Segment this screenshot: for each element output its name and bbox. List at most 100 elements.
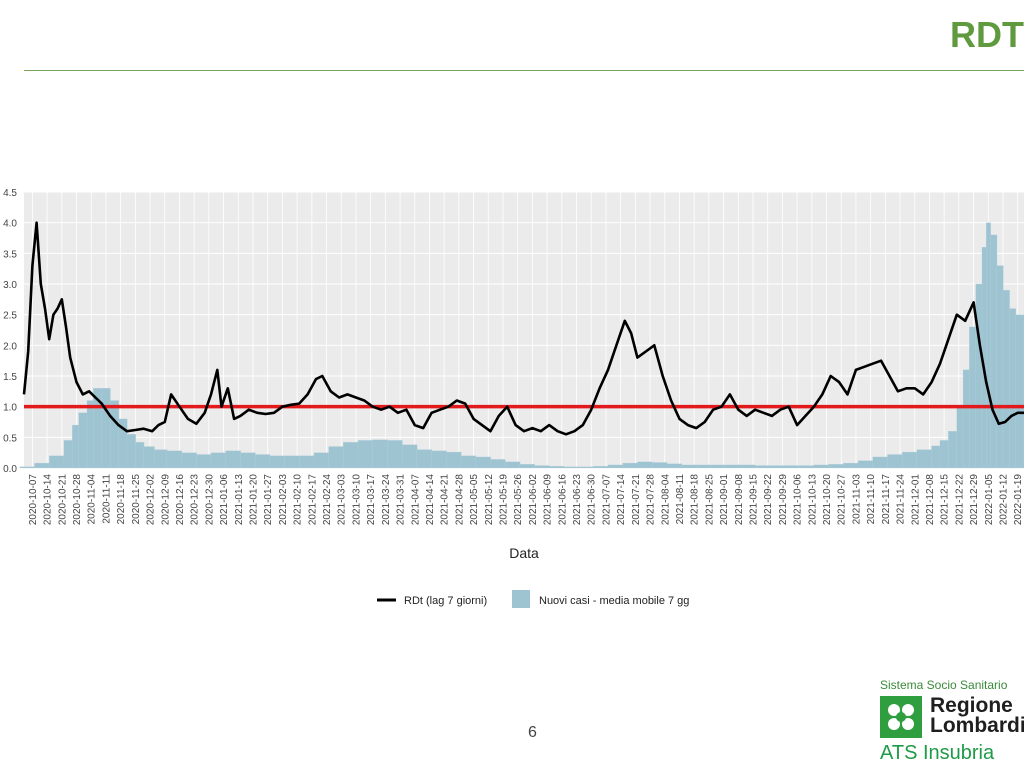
y-tick-label: 4.0	[3, 219, 17, 230]
logo-agency-name: ATS Insubria	[880, 742, 995, 764]
x-tick-label: 2021-01-27	[263, 474, 274, 526]
x-axis-ticks: 2020-10-07 2020-10-14 2020-10-21 2020-10-28…	[28, 474, 1024, 526]
case-bar	[710, 464, 727, 469]
case-bar	[916, 449, 933, 469]
new-cases-bars	[19, 222, 1024, 469]
case-bar	[504, 461, 521, 469]
x-tick-label: 2020-11-18	[116, 474, 127, 525]
x-tick-label: 2021-11-10	[866, 474, 877, 525]
case-bar	[754, 465, 771, 469]
case-bar	[460, 455, 477, 469]
rdt-chart: 0.0 0.5 1.0 1.5 2.0 2.5 3.0 3.5 4.0 4.5 2020-10-0…	[3, 188, 1024, 608]
case-bar	[372, 439, 388, 469]
y-tick-label: 1.0	[3, 403, 17, 414]
x-tick-label: 2021-12-29	[969, 474, 980, 526]
case-bar	[607, 464, 624, 469]
legend: RDt (lag 7 giorni) Nuovi casi - media mo…	[377, 590, 689, 608]
case-bar	[975, 283, 983, 469]
x-tick-label: 2020-12-09	[160, 474, 171, 526]
case-bar	[313, 452, 330, 469]
case-bar	[343, 442, 359, 469]
y-tick-label: 4.5	[3, 188, 17, 199]
x-tick-label: 2021-11-17	[881, 474, 892, 525]
x-tick-label: 2021-03-10	[351, 474, 362, 526]
case-bar	[387, 440, 403, 469]
x-tick-label: 2021-07-28	[646, 474, 657, 526]
case-bar	[490, 459, 506, 469]
x-tick-label: 2021-03-24	[381, 474, 392, 526]
case-bar	[446, 451, 462, 469]
x-tick-label: 2021-12-08	[925, 474, 936, 526]
y-tick-label: 0.5	[3, 433, 17, 444]
case-bar	[126, 434, 136, 469]
logo-region-line2: Lombardia	[930, 714, 1024, 737]
case-bar	[696, 464, 712, 469]
case-bar	[931, 445, 941, 469]
case-bar	[637, 461, 653, 469]
rdt-line	[22, 221, 1024, 436]
case-bar	[196, 454, 212, 469]
x-tick-label: 2022-01-19	[1013, 474, 1024, 526]
x-tick-label: 2021-09-22	[763, 474, 774, 526]
x-tick-label: 2020-10-21	[57, 474, 68, 526]
case-bar	[996, 265, 1004, 469]
x-tick-label: 2021-06-23	[572, 474, 583, 526]
x-tick-label: 2021-12-01	[910, 474, 921, 526]
x-tick-label: 2021-08-04	[660, 474, 671, 526]
x-tick-label: 2021-09-15	[748, 474, 759, 526]
ats-insubria-logo: Sistema Socio Sanitario Regione Lombardi…	[878, 674, 1024, 768]
case-bar	[986, 222, 991, 469]
case-bar	[78, 412, 88, 469]
x-tick-label: 2021-02-10	[293, 474, 304, 526]
x-tick-label: 2020-10-07	[28, 474, 39, 526]
case-bar	[622, 462, 638, 469]
case-bar	[578, 466, 594, 469]
x-tick-label: 2021-03-31	[396, 474, 407, 526]
case-bar	[962, 369, 970, 469]
x-tick-label: 2021-10-13	[807, 474, 818, 526]
title-divider	[24, 70, 1024, 71]
x-tick-label: 2022-01-12	[998, 474, 1009, 526]
case-bar	[1002, 289, 1010, 469]
logo-system-text: Sistema Socio Sanitario	[880, 678, 1008, 692]
case-bar	[416, 449, 433, 469]
logo-region-name: Regione Lombardia	[930, 695, 1024, 737]
x-tick-label: 2021-12-22	[954, 474, 965, 526]
case-bar	[34, 462, 50, 469]
x-tick-label: 2021-04-14	[425, 474, 436, 526]
case-bar	[828, 464, 844, 469]
case-bar	[784, 465, 800, 469]
case-bar	[135, 442, 145, 469]
x-tick-label: 2021-08-18	[690, 474, 701, 526]
case-bar	[284, 455, 300, 469]
plot-panel	[24, 192, 1024, 468]
legend-rdt-label: RDt (lag 7 giorni)	[404, 595, 487, 607]
x-tick-label: 2021-07-14	[616, 474, 627, 526]
case-bar	[519, 464, 535, 469]
case-bar	[109, 400, 119, 469]
x-tick-label: 2020-10-28	[72, 474, 83, 526]
x-tick-label: 2020-12-16	[175, 474, 186, 526]
case-bar	[269, 455, 285, 469]
x-tick-label: 2021-09-01	[719, 474, 730, 526]
x-tick-label: 2021-05-19	[498, 474, 509, 526]
case-bar	[1015, 314, 1024, 469]
y-tick-label: 2.0	[3, 341, 17, 352]
x-tick-label: 2020-12-23	[190, 474, 201, 526]
x-tick-label: 2021-01-06	[219, 474, 230, 526]
x-tick-label: 2021-10-27	[837, 474, 848, 526]
x-tick-label: 2021-01-13	[234, 474, 245, 526]
case-bar	[154, 449, 168, 469]
x-tick-label: 2021-07-07	[601, 474, 612, 526]
case-bar	[63, 440, 73, 469]
case-bar	[254, 454, 271, 469]
case-bar	[166, 450, 183, 469]
x-tick-label: 2021-03-17	[366, 474, 377, 526]
case-bar	[210, 452, 227, 469]
x-tick-label: 2021-12-15	[940, 474, 951, 526]
lombardia-rose-icon	[880, 696, 922, 738]
x-tick-label: 2022-01-05	[984, 474, 995, 526]
case-bar	[475, 456, 491, 469]
x-tick-label: 2021-06-09	[543, 474, 554, 526]
x-tick-label: 2021-01-20	[248, 474, 259, 526]
